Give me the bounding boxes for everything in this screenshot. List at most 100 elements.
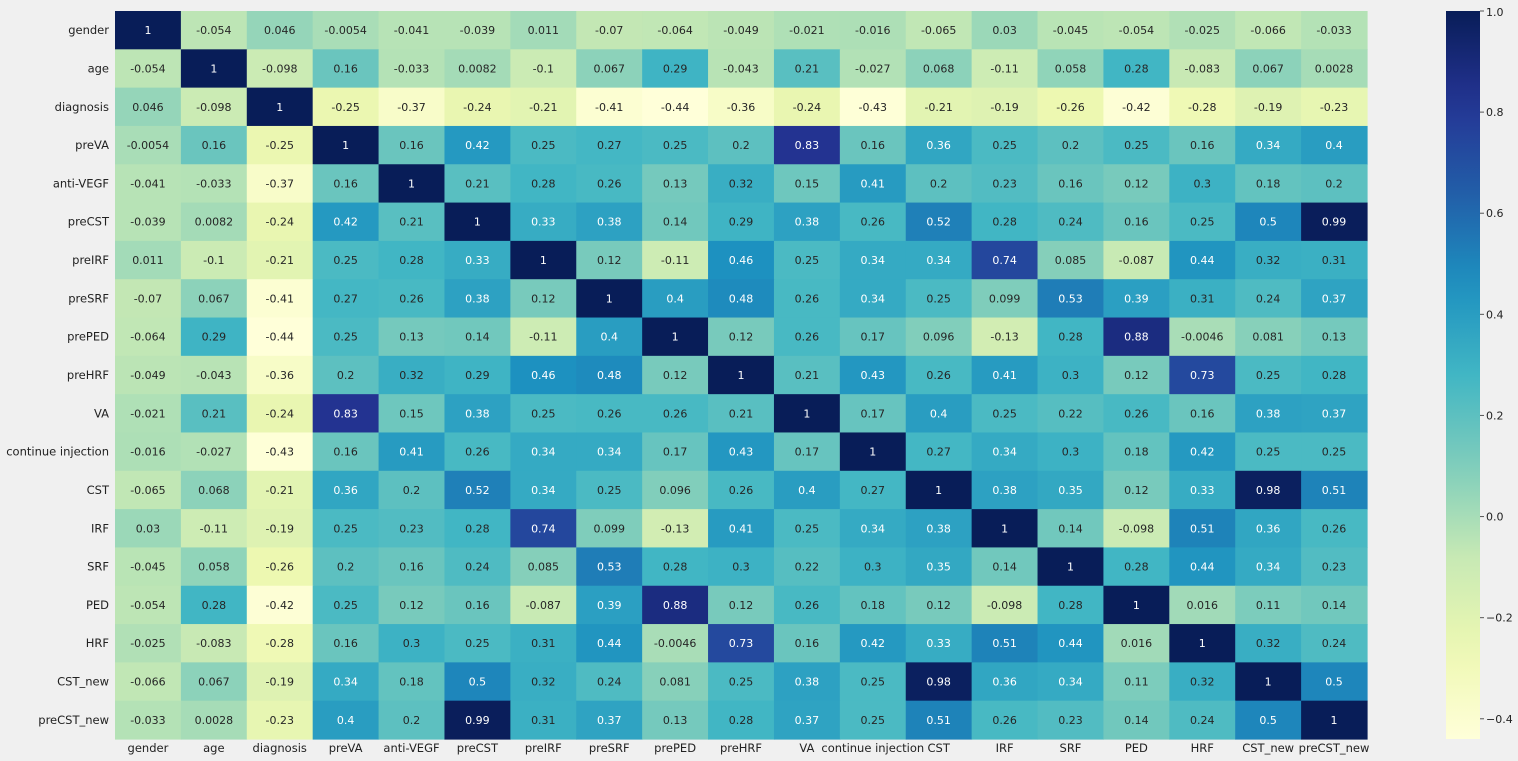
cell-value-label: -0.13	[661, 522, 689, 535]
cell-value-label: 0.25	[926, 292, 951, 305]
cell-value-label: 0.32	[1256, 254, 1281, 267]
heatmap-cell	[708, 432, 775, 472]
heatmap-cell	[839, 125, 907, 165]
heatmap-cell	[444, 240, 511, 280]
heatmap-cell	[576, 700, 643, 740]
row-tick-labels: gender age diagnosis preVA anti-VEGF preCST pr…	[6, 23, 110, 727]
heatmap-cell	[1301, 125, 1368, 165]
heatmap-cell	[1235, 279, 1302, 319]
heatmap-cell	[773, 355, 841, 395]
heatmap-cell	[510, 432, 577, 472]
cell-value-label: 0.24	[597, 676, 622, 689]
heatmap-cell	[378, 662, 446, 702]
heatmap-cell	[708, 355, 775, 395]
cell-value-label: -0.24	[266, 216, 294, 229]
heatmap-cell	[444, 700, 511, 740]
heatmap-cell	[444, 509, 511, 549]
cell-value-label: 0.27	[926, 446, 951, 459]
cell-value-label: 0.26	[992, 714, 1017, 727]
heatmap-cell	[1169, 164, 1236, 204]
column-tick-label: preHRF	[720, 741, 762, 755]
cell-value-label: 0.26	[1124, 407, 1149, 420]
heatmap-cell	[444, 11, 511, 50]
cell-value-label: 0.32	[729, 177, 754, 190]
heatmap-cell	[708, 585, 775, 625]
cell-value-label: 0.085	[528, 561, 560, 574]
cell-value-label: 0.068	[198, 484, 230, 497]
cell-value-label: 1	[672, 331, 679, 344]
heatmap-cell	[576, 624, 643, 663]
heatmap-cell	[510, 394, 577, 434]
cell-value-label: 0.24	[1058, 216, 1083, 229]
heatmap-cell	[378, 87, 446, 127]
cell-value-label: -0.049	[130, 369, 165, 382]
heatmap-cell	[773, 164, 841, 204]
heatmap-cell	[1301, 662, 1368, 702]
cell-value-label: 1	[342, 139, 349, 152]
cell-value-label: 1	[1199, 637, 1206, 650]
heatmap-cell	[642, 547, 709, 587]
heatmap-cell	[510, 355, 577, 395]
heatmap-cell	[510, 202, 577, 242]
cell-value-label: 0.25	[861, 676, 886, 689]
cell-value-label: 0.42	[1190, 446, 1215, 459]
heatmap-cell	[180, 470, 248, 510]
cell-value-label: -0.37	[266, 177, 294, 190]
heatmap-cell	[180, 11, 248, 50]
heatmap-cell	[971, 509, 1039, 549]
heatmap-cell	[510, 700, 577, 740]
heatmap-cell	[1103, 509, 1170, 549]
heatmap-cell	[180, 240, 248, 280]
column-tick-label: preSRF	[589, 741, 630, 755]
cell-value-label: 0.25	[333, 599, 358, 612]
cell-value-label: 0.16	[333, 177, 358, 190]
cell-value-label: 0.23	[1058, 714, 1083, 727]
heatmap-cell	[1235, 547, 1302, 587]
heatmap-cell	[773, 509, 841, 549]
heatmap-cell	[510, 470, 577, 510]
cell-value-label: 0.25	[531, 139, 556, 152]
column-tick-label: SRF	[1060, 741, 1082, 755]
cell-value-label: 0.0082	[195, 216, 234, 229]
cell-value-label: 0.2	[1062, 139, 1080, 152]
cell-value-label: 0.35	[926, 561, 951, 574]
heatmap-cell	[1235, 509, 1302, 549]
cell-value-label: 0.31	[531, 637, 556, 650]
heatmap-cell	[378, 49, 446, 89]
cell-value-label: 0.13	[663, 714, 688, 727]
cell-value-label: 0.51	[926, 714, 951, 727]
cell-value-label: 0.33	[465, 254, 490, 267]
row-tick-label: preCST	[68, 215, 110, 229]
heatmap-cell	[1235, 394, 1302, 434]
heatmap-cell	[839, 662, 907, 702]
cell-value-label: 0.0028	[195, 714, 234, 727]
heatmap-cell	[378, 509, 446, 549]
heatmap-cell	[180, 624, 248, 663]
heatmap-cell	[444, 547, 511, 587]
heatmap-cell	[642, 355, 709, 395]
cell-value-label: 0.34	[597, 446, 622, 459]
cell-value-label: 0.16	[399, 139, 424, 152]
cell-value-label: 0.12	[531, 292, 556, 305]
heatmap-cell	[576, 49, 643, 89]
heatmap-cell	[1037, 394, 1105, 434]
heatmap-cell	[576, 547, 643, 587]
cell-value-label: 0.44	[597, 637, 622, 650]
row-tick-label: preVA	[75, 138, 109, 152]
cell-value-label: 0.34	[861, 522, 886, 535]
cell-value-label: 1	[803, 407, 810, 420]
cell-value-label: 0.18	[1256, 177, 1281, 190]
cell-value-label: 0.12	[597, 254, 622, 267]
cell-value-label: 0.12	[729, 331, 754, 344]
heatmap-cell	[905, 317, 973, 357]
heatmap-cell	[378, 432, 446, 472]
cell-value-label: -0.24	[793, 101, 821, 114]
heatmap-cell	[839, 87, 907, 127]
cell-value-label: 0.38	[597, 216, 622, 229]
heatmap-cell	[510, 279, 577, 319]
cell-value-label: 0.36	[1256, 522, 1281, 535]
heatmap-cell	[1169, 279, 1236, 319]
cell-value-label: -0.043	[723, 62, 758, 75]
heatmap-cell	[773, 432, 841, 472]
cell-value-label: 0.35	[1058, 484, 1083, 497]
